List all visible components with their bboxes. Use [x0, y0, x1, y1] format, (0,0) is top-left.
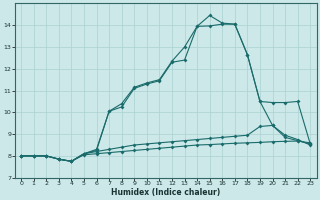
X-axis label: Humidex (Indice chaleur): Humidex (Indice chaleur)	[111, 188, 220, 197]
